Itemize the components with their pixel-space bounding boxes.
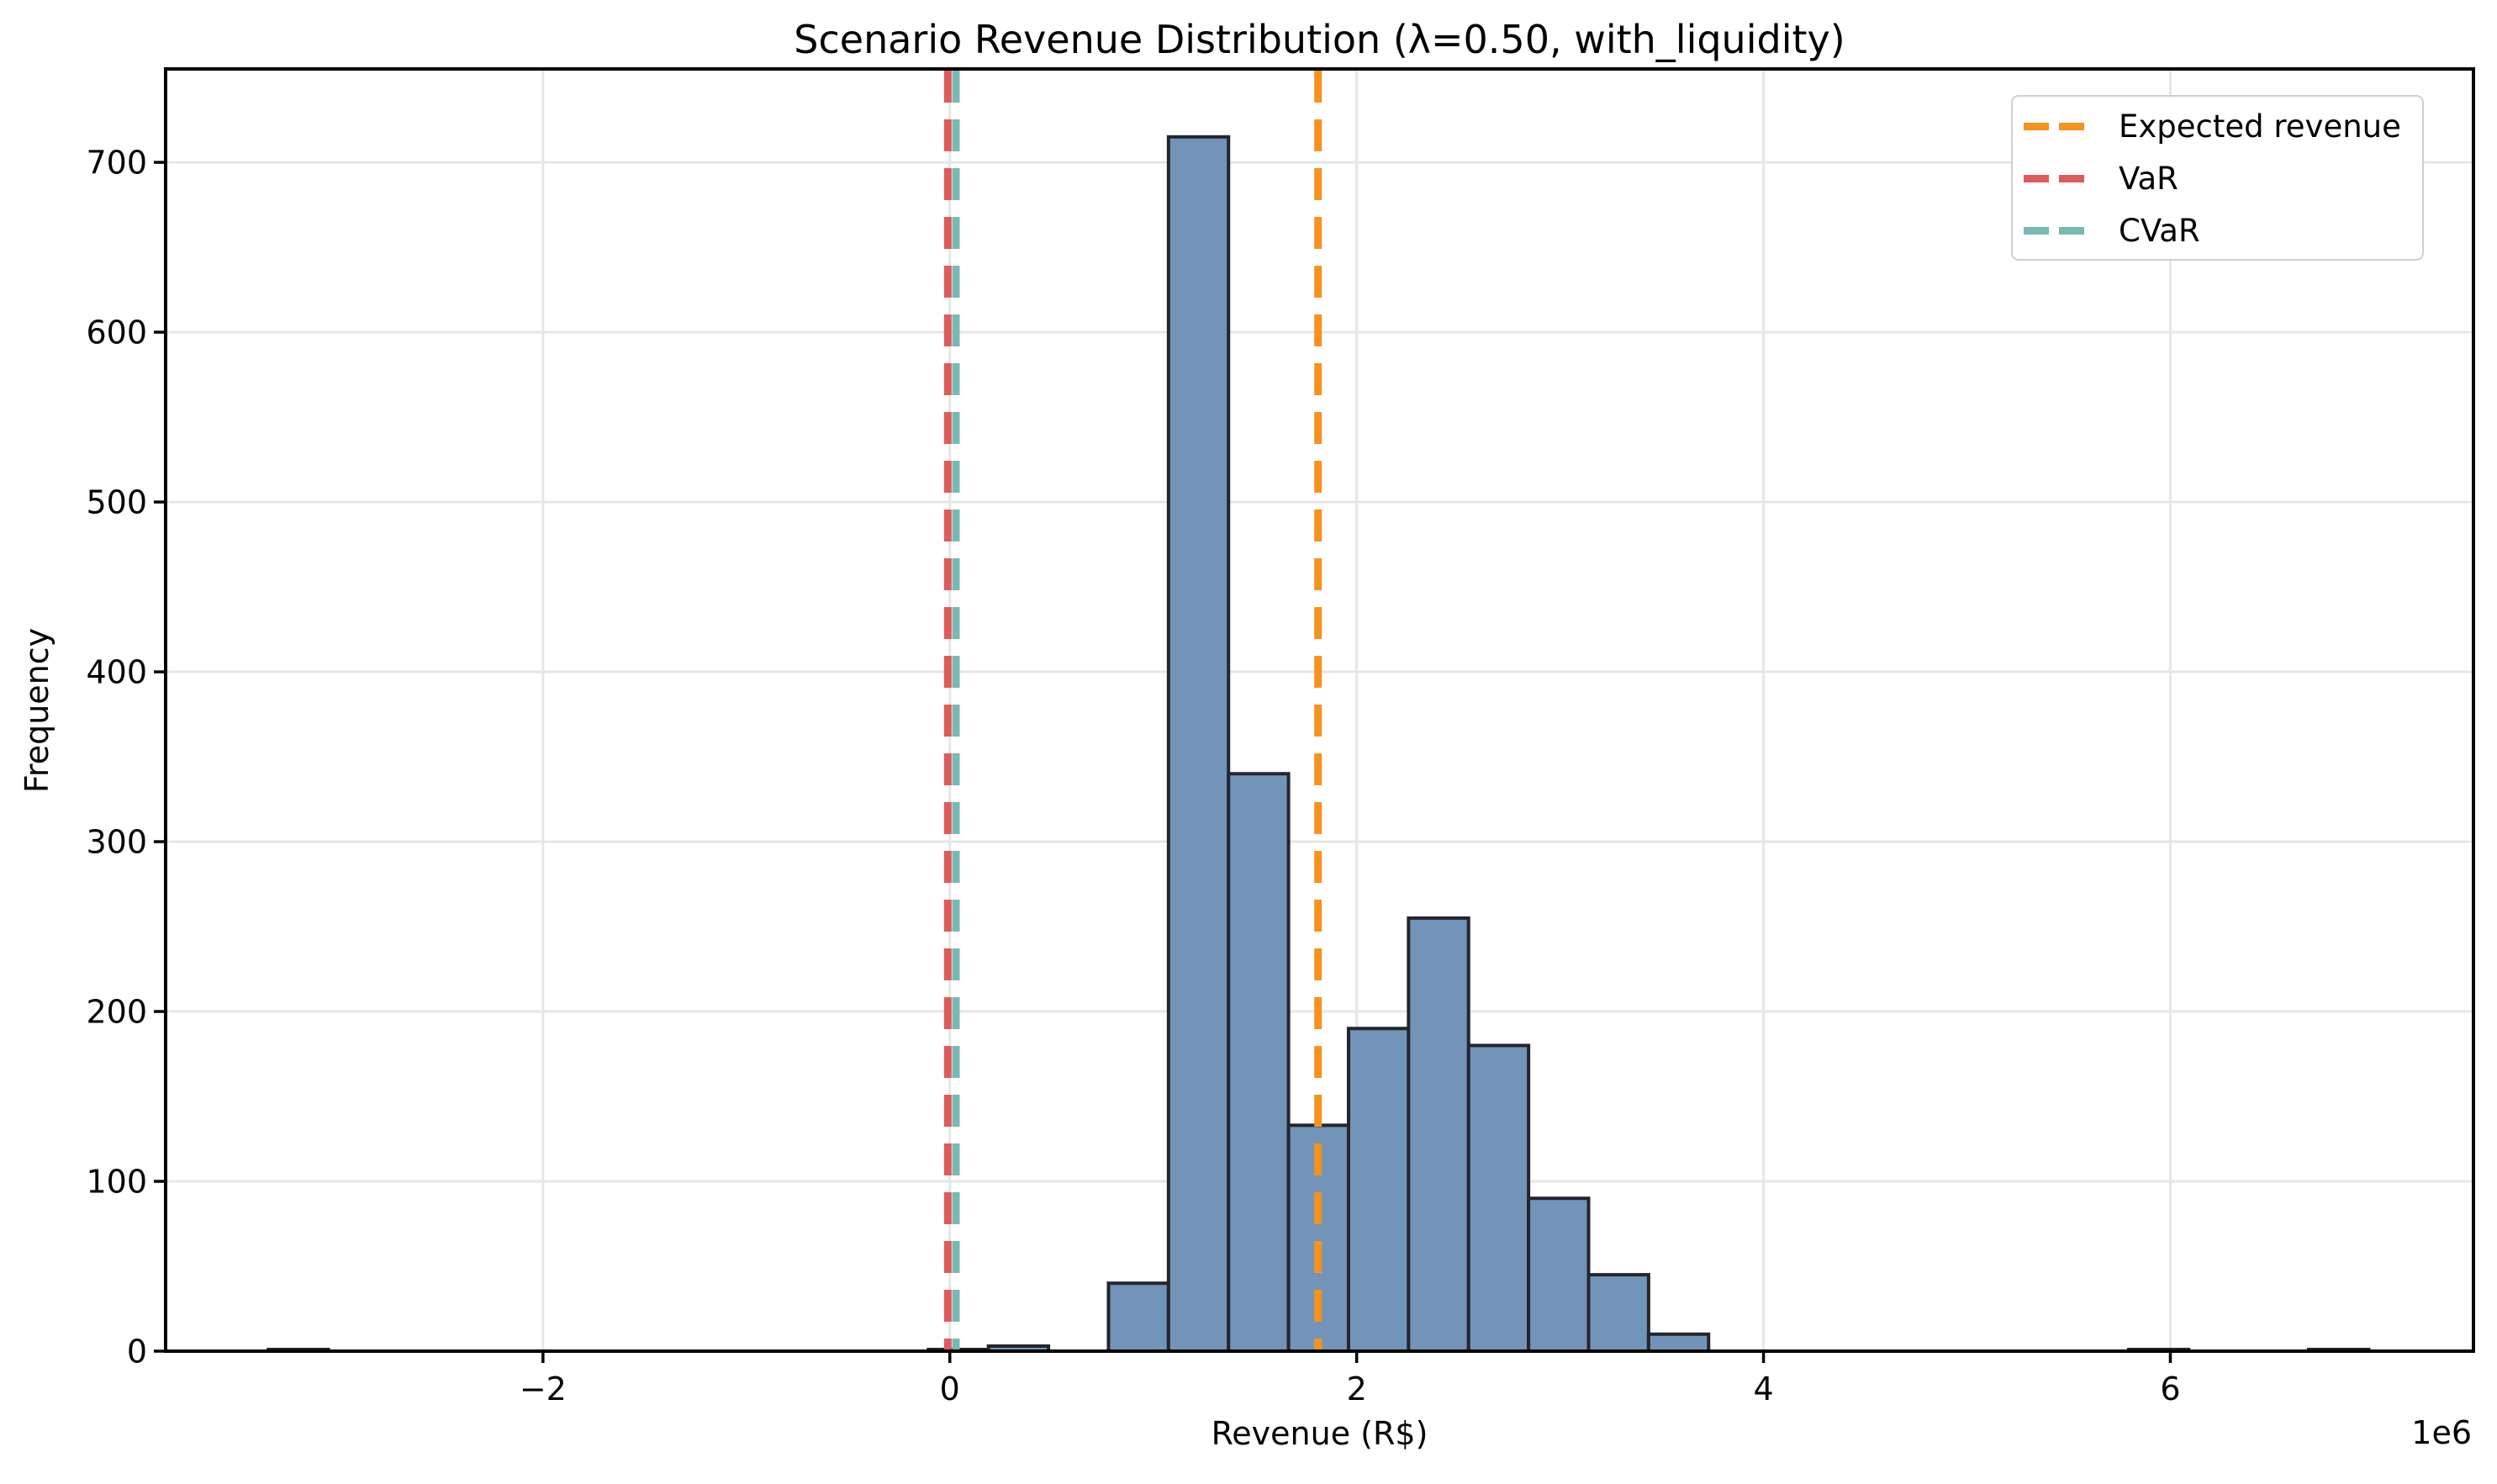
y-tick-label: 500 <box>86 483 147 520</box>
legend-label-cvar: CVaR <box>2119 212 2200 249</box>
histogram-bar <box>1346 1027 1411 1354</box>
histogram-bar <box>1407 916 1470 1353</box>
histogram-bar <box>1166 135 1231 1354</box>
y-tick-label: 400 <box>86 653 147 690</box>
histogram-bar <box>1106 1281 1170 1354</box>
legend: Expected revenue VaR CVaR <box>2011 95 2424 261</box>
histogram-bar <box>1646 1332 1711 1353</box>
y-tick-label: 200 <box>86 993 147 1030</box>
histogram-bar <box>1527 1196 1591 1353</box>
x-tick-label: 2 <box>1347 1370 1367 1407</box>
y-axis-label: Frequency <box>18 627 55 794</box>
legend-dash-cvar-icon <box>2024 226 2084 235</box>
histogram-bar <box>1586 1273 1650 1353</box>
histogram-bar <box>1466 1043 1531 1353</box>
axes-spines <box>164 67 2475 1353</box>
legend-label-var: VaR <box>2119 160 2178 197</box>
x-axis-label: Revenue (R$) <box>1211 1415 1428 1452</box>
chart-title: Scenario Revenue Distribution (λ=0.50, w… <box>794 17 1845 62</box>
histogram-bar <box>1227 772 1291 1353</box>
y-tick-label: 100 <box>86 1163 147 1200</box>
y-tick-label: 700 <box>86 144 147 181</box>
legend-item-cvar: CVaR <box>2024 204 2422 256</box>
legend-dash-expected-revenue-icon <box>2024 122 2084 130</box>
x-tick-label: 6 <box>2160 1370 2180 1407</box>
y-tick-label: 600 <box>86 314 147 351</box>
legend-item-expected-revenue: Expected revenue <box>2024 100 2422 152</box>
legend-label-expected-revenue: Expected revenue <box>2119 108 2401 145</box>
y-tick-label: 300 <box>86 823 147 860</box>
legend-item-var: VaR <box>2024 152 2422 204</box>
legend-dash-var-icon <box>2024 174 2084 182</box>
x-tick-label: 4 <box>1753 1370 1773 1407</box>
x-axis-offset-label: 1e6 <box>2411 1414 2472 1451</box>
x-tick-label: −2 <box>520 1370 567 1407</box>
y-tick-label: 0 <box>127 1333 147 1370</box>
x-tick-label: 0 <box>940 1370 960 1407</box>
